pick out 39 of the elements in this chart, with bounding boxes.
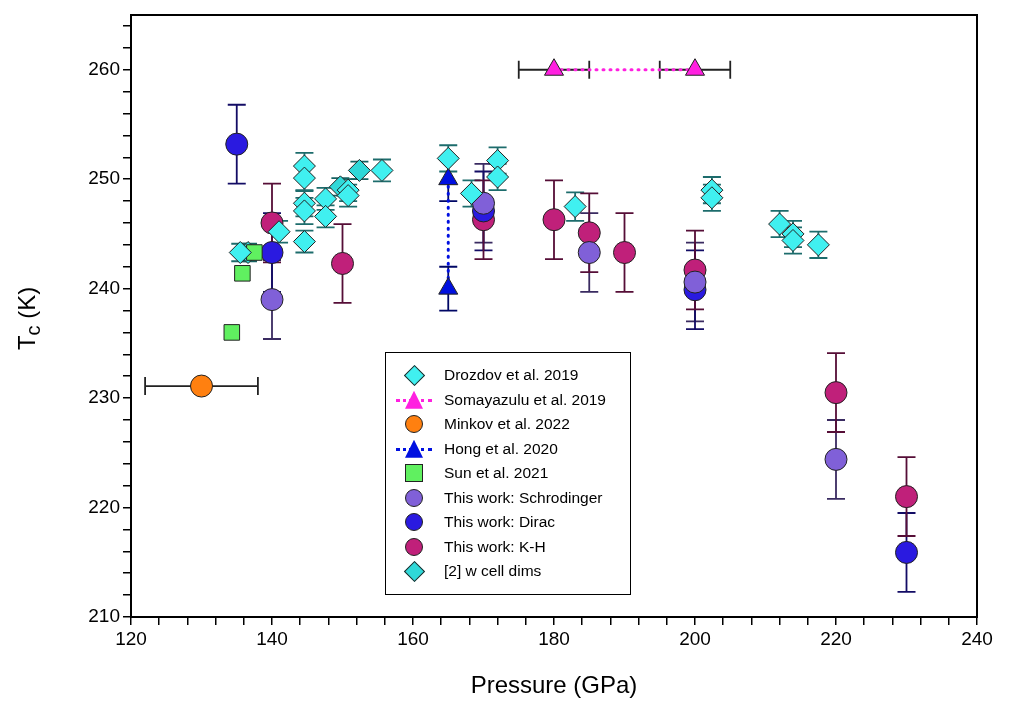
y-tick-label: 240 bbox=[88, 276, 120, 298]
x-tick-label: 180 bbox=[538, 627, 570, 649]
point bbox=[223, 324, 241, 341]
x-tick-label: 140 bbox=[256, 627, 288, 649]
x-axis-title: Pressure (GPa) bbox=[470, 671, 638, 699]
x-tick-label: 120 bbox=[115, 627, 147, 649]
legend-label: This work: Schrodinger bbox=[444, 488, 603, 507]
y-tick-label: 250 bbox=[88, 167, 120, 189]
y-tick-label: 210 bbox=[88, 605, 120, 627]
point bbox=[577, 221, 601, 245]
legend-label: Hong et al. 2020 bbox=[444, 439, 558, 458]
legend-label: [2] w cell dims bbox=[444, 562, 542, 581]
point bbox=[895, 540, 918, 564]
y-tick-label: 260 bbox=[88, 57, 120, 79]
point bbox=[190, 374, 213, 398]
legend-label: Drozdov et al. 2019 bbox=[444, 366, 579, 385]
x-tick-label: 220 bbox=[820, 627, 852, 649]
point bbox=[824, 381, 848, 405]
legend-label: Somayazulu et al. 2019 bbox=[444, 390, 606, 409]
point bbox=[234, 265, 251, 282]
point bbox=[683, 270, 707, 294]
legend-label: Minkov et al. 2022 bbox=[444, 415, 570, 434]
point bbox=[260, 241, 284, 265]
x-tick-label: 200 bbox=[679, 627, 711, 649]
legend-label: This work: K-H bbox=[444, 537, 546, 556]
x-tick-label: 240 bbox=[961, 627, 993, 649]
legend-label: Sun et al. 2021 bbox=[444, 464, 549, 483]
point bbox=[331, 251, 354, 275]
x-tick-label: 160 bbox=[397, 627, 429, 649]
point bbox=[260, 288, 284, 312]
point bbox=[577, 241, 601, 265]
point bbox=[895, 485, 918, 509]
legend-label: This work: Dirac bbox=[444, 513, 556, 532]
y-tick-label: 220 bbox=[88, 495, 120, 517]
y-tick-label: 230 bbox=[88, 386, 120, 408]
point bbox=[225, 132, 249, 156]
point bbox=[824, 447, 848, 471]
point bbox=[613, 241, 636, 265]
point bbox=[542, 208, 566, 232]
